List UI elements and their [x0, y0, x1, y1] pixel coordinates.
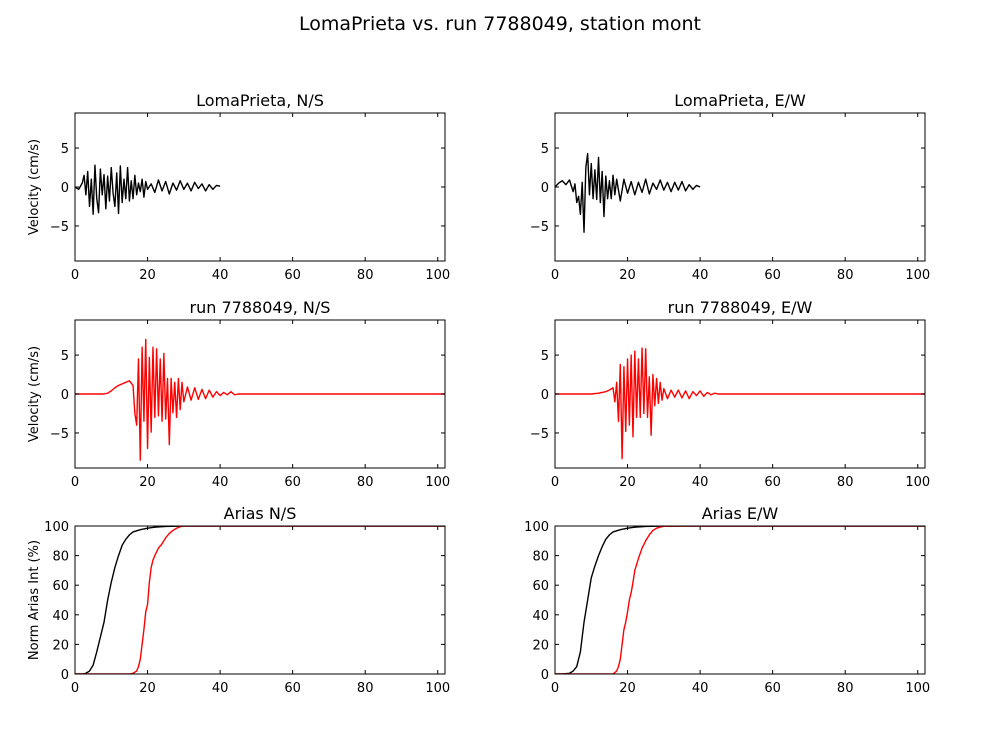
subplot-arias-e-w-xtick-label-80: 80: [837, 681, 854, 696]
subplot-run-7788049-n-s-xtick-label-20: 20: [139, 475, 156, 490]
subplot-arias-e-w-series-line-1: [555, 526, 925, 674]
subplot-run-7788049-e-w-title: run 7788049, E/W: [668, 298, 813, 317]
subplot-lomaprieta-n-s: 0 20 40 60 80 100 −5 0 5 LomaPrieta, N/S Velocity …: [27, 91, 450, 283]
subplot-arias-e-w-ytick-label-40: 40: [532, 609, 549, 624]
subplot-arias-e-w-xtick-label-0: 0: [551, 681, 559, 696]
subplot-run-7788049-n-s-xtick-label-40: 40: [212, 475, 229, 490]
subplot-run-7788049-n-s-xtick-label-0: 0: [71, 475, 79, 490]
subplot-arias-e-w-xtick-label-40: 40: [692, 681, 709, 696]
subplot-arias-n-s-xtick-label-0: 0: [71, 681, 79, 696]
subplot-arias-n-s: 0 20 40 60 80 100 0 20 40 60 80 100 Arias N/S Norm Ar…: [27, 504, 450, 696]
subplot-lomaprieta-n-s-xtick-label-40: 40: [212, 268, 229, 283]
subplot-lomaprieta-e-w-xtick-label-100: 100: [905, 268, 930, 283]
subplot-arias-n-s-ytick-label-80: 80: [52, 550, 69, 565]
subplot-run-7788049-e-w-series-line-1: [555, 347, 925, 460]
subplot-lomaprieta-n-s-ytick-label-5: 5: [61, 142, 69, 157]
subplot-lomaprieta-n-s-ylabel: Velocity (cm/s): [27, 139, 42, 235]
subplot-arias-n-s-ytick-label-0: 0: [61, 668, 69, 683]
subplot-run-7788049-e-w-xtick-label-20: 20: [619, 475, 636, 490]
subplot-run-7788049-e-w-ytick-label-5: 5: [541, 349, 549, 364]
subplot-arias-e-w-ytick-label-80: 80: [532, 550, 549, 565]
subplot-lomaprieta-e-w-xtick-label-20: 20: [619, 268, 636, 283]
subplot-lomaprieta-n-s-xtick-label-60: 60: [284, 268, 301, 283]
subplot-arias-e-w-axes-frame: [554, 525, 926, 675]
subplot-run-7788049-e-w-xtick-label-60: 60: [764, 475, 781, 490]
subplot-run-7788049-e-w-xtick-label-40: 40: [692, 475, 709, 490]
subplot-lomaprieta-e-w-xtick-label-0: 0: [551, 268, 559, 283]
figure-suptitle: LomaPrieta vs. run 7788049, station mont: [299, 13, 701, 35]
subplot-arias-n-s-ylabel: Norm Arias Int (%): [27, 540, 42, 660]
subplot-arias-n-s-ytick-label-100: 100: [44, 520, 69, 535]
subplot-arias-e-w-ytick-label-20: 20: [532, 638, 549, 653]
subplot-arias-e-w-ytick-label-0: 0: [541, 668, 549, 683]
subplot-run-7788049-n-s-series-line-1: [75, 338, 445, 461]
subplot-run-7788049-e-w: 0 20 40 60 80 100 −5 0 5 run 7788049, E/W: [530, 298, 930, 490]
subplot-lomaprieta-n-s-ytick-label--5: −5: [50, 220, 69, 235]
subplot-lomaprieta-n-s-xtick-label-20: 20: [139, 268, 156, 283]
subplot-run-7788049-n-s-xtick-label-80: 80: [357, 475, 374, 490]
subplot-grid: 0 20 40 60 80 100 −5 0 5 LomaPrieta, N/S Velocity …: [27, 91, 930, 696]
subplot-run-7788049-n-s-ytick-label-0: 0: [61, 388, 69, 403]
subplot-arias-n-s-ytick-label-40: 40: [52, 609, 69, 624]
subplot-arias-n-s-xtick-label-80: 80: [357, 681, 374, 696]
subplot-lomaprieta-e-w-series-line-1: [555, 152, 701, 233]
subplot-arias-e-w-ytick-label-60: 60: [532, 579, 549, 594]
subplot-run-7788049-e-w-xtick-label-100: 100: [905, 475, 930, 490]
subplot-arias-e-w: 0 20 40 60 80 100 0 20 40 60 80 100 Arias E/W: [524, 504, 930, 696]
subplot-lomaprieta-e-w-title: LomaPrieta, E/W: [674, 91, 806, 110]
subplot-arias-e-w-ytick-label-100: 100: [524, 520, 549, 535]
subplot-run-7788049-n-s-ytick-label--5: −5: [50, 427, 69, 442]
subplot-run-7788049-e-w-ytick-label-0: 0: [541, 388, 549, 403]
subplot-arias-n-s-xtick-label-40: 40: [212, 681, 229, 696]
subplot-lomaprieta-e-w-ytick-label--5: −5: [530, 220, 549, 235]
subplot-run-7788049-n-s-title: run 7788049, N/S: [190, 298, 331, 317]
subplot-arias-n-s-xtick-label-60: 60: [284, 681, 301, 696]
subplot-lomaprieta-e-w: 0 20 40 60 80 100 −5 0 5 LomaPrieta, E/W: [530, 91, 930, 283]
subplot-lomaprieta-n-s-ytick-label-0: 0: [61, 181, 69, 196]
subplot-lomaprieta-e-w-xtick-label-40: 40: [692, 268, 709, 283]
subplot-arias-n-s-xtick-label-20: 20: [139, 681, 156, 696]
subplot-run-7788049-n-s-xtick-label-60: 60: [284, 475, 301, 490]
subplot-run-7788049-n-s-xtick-label-100: 100: [425, 475, 450, 490]
subplot-lomaprieta-n-s-series-line-1: [75, 164, 221, 215]
subplot-lomaprieta-n-s-title: LomaPrieta, N/S: [196, 91, 324, 110]
subplot-lomaprieta-e-w-ytick-label-0: 0: [541, 181, 549, 196]
subplot-arias-e-w-xtick-label-60: 60: [764, 681, 781, 696]
subplot-run-7788049-n-s-ytick-label-5: 5: [61, 349, 69, 364]
subplot-arias-n-s-title: Arias N/S: [224, 504, 297, 523]
subplot-run-7788049-n-s-ylabel: Velocity (cm/s): [27, 346, 42, 442]
subplot-arias-e-w-xtick-label-20: 20: [619, 681, 636, 696]
subplot-lomaprieta-e-w-xtick-label-80: 80: [837, 268, 854, 283]
subplot-arias-n-s-series-line-1: [75, 526, 445, 674]
subplot-arias-n-s-series-line-2: [75, 526, 445, 674]
subplot-run-7788049-e-w-xtick-label-80: 80: [837, 475, 854, 490]
subplot-arias-e-w-xtick-label-100: 100: [905, 681, 930, 696]
subplot-lomaprieta-n-s-xtick-label-0: 0: [71, 268, 79, 283]
subplot-run-7788049-e-w-ytick-label--5: −5: [530, 427, 549, 442]
subplot-lomaprieta-n-s-xtick-label-80: 80: [357, 268, 374, 283]
subplot-arias-e-w-series-line-2: [555, 526, 925, 674]
subplot-lomaprieta-e-w-ytick-label-5: 5: [541, 142, 549, 157]
subplot-arias-e-w-title: Arias E/W: [702, 504, 779, 523]
subplot-arias-n-s-axes-frame: [74, 525, 446, 675]
subplot-arias-n-s-ytick-label-60: 60: [52, 579, 69, 594]
subplot-run-7788049-n-s: 0 20 40 60 80 100 −5 0 5 run 7788049, N/S Velocity…: [27, 298, 450, 490]
subplot-run-7788049-e-w-xtick-label-0: 0: [551, 475, 559, 490]
subplot-arias-n-s-ytick-label-20: 20: [52, 638, 69, 653]
subplot-lomaprieta-n-s-xtick-label-100: 100: [425, 268, 450, 283]
subplot-arias-n-s-xtick-label-100: 100: [425, 681, 450, 696]
subplot-lomaprieta-e-w-xtick-label-60: 60: [764, 268, 781, 283]
